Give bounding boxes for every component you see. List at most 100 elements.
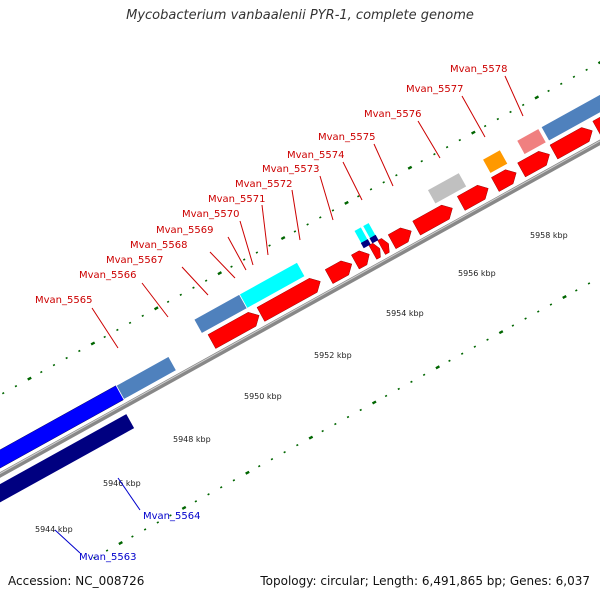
- tick-dot: [371, 400, 377, 405]
- tick-dot: [471, 130, 476, 135]
- tick-dot: [192, 286, 195, 289]
- gene-label: Mvan_5572: [235, 179, 292, 190]
- feature-block: [115, 355, 177, 401]
- gene-label: Mvan_5577: [406, 84, 463, 95]
- tick-label: 5952 kbp: [314, 351, 352, 360]
- cds-arrow-forward: [207, 312, 260, 349]
- tick-dot: [575, 289, 578, 292]
- tick-dot: [116, 328, 119, 332]
- tick-dot: [331, 209, 335, 212]
- tick-dot: [511, 324, 515, 327]
- tick-dot: [90, 341, 96, 346]
- tick-dot: [384, 394, 388, 398]
- tick-dot: [118, 541, 123, 546]
- label-leader: [239, 220, 254, 266]
- label-leader: [291, 189, 301, 241]
- tick-dot: [460, 352, 464, 355]
- tick-dot: [445, 145, 449, 149]
- tick-dot: [521, 103, 525, 107]
- cds-arrow-reverse: [0, 414, 135, 503]
- tick-dot: [344, 200, 349, 205]
- tick-dot: [280, 236, 286, 241]
- tick-dot: [194, 500, 198, 503]
- cds-arrow-forward: [351, 250, 370, 270]
- gene-label: Mvan_5575: [318, 132, 375, 143]
- gene-label: Mvan_5564: [143, 511, 200, 522]
- tick-dot: [204, 279, 208, 282]
- tick-dot: [217, 271, 223, 276]
- gene-label: Mvan_5578: [450, 64, 507, 75]
- feature-block: [540, 93, 600, 142]
- label-leader: [117, 477, 141, 511]
- tick-label: 5948 kbp: [173, 435, 211, 444]
- tick-dot: [156, 521, 160, 524]
- cds-arrow-forward: [491, 169, 517, 192]
- tick-dot: [407, 165, 413, 170]
- tick-dot: [14, 384, 18, 388]
- tick-dot: [547, 89, 550, 93]
- tick-dot: [587, 282, 591, 285]
- tick-dot: [473, 345, 477, 348]
- label-leader: [461, 95, 486, 138]
- gene-labels: Mvan_5563 Mvan_5564 Mvan_5565 Mvan_5566 Mvan…: [35, 64, 524, 563]
- tick-dot: [166, 300, 170, 303]
- tick-dot: [268, 244, 271, 247]
- gene-label: Mvan_5571: [208, 194, 265, 205]
- tick-dot: [306, 223, 309, 226]
- tick-dot: [103, 335, 106, 339]
- tick-label: 5958 kbp: [530, 231, 568, 240]
- label-leader: [181, 266, 209, 296]
- tick-dot: [283, 450, 286, 454]
- tick-dot: [448, 359, 451, 362]
- tick-dot: [207, 493, 210, 496]
- label-leader: [209, 251, 236, 279]
- gene-label: Mvan_5569: [156, 225, 213, 236]
- tick-dot: [78, 349, 81, 353]
- gene-label: Mvan_5576: [364, 109, 421, 120]
- tick-dot: [131, 535, 134, 538]
- gene-label: Mvan_5565: [35, 295, 92, 306]
- cds-arrow-forward: [456, 184, 489, 211]
- gene-label: Mvan_5573: [262, 164, 319, 175]
- gene-label: Mvan_5563: [79, 552, 136, 563]
- tick-dot: [143, 528, 147, 531]
- label-leader: [504, 75, 524, 117]
- tick-dot: [181, 505, 187, 510]
- cds-arrow-forward: [377, 238, 390, 255]
- label-leader: [319, 175, 334, 221]
- tick-dot: [397, 387, 401, 391]
- cds-arrow-forward: [324, 260, 353, 284]
- tick-dot: [270, 457, 274, 461]
- tick-label: 5954 kbp: [386, 309, 424, 318]
- tick-dot: [483, 124, 487, 128]
- tick-dot: [242, 258, 246, 261]
- backbone-highlight: [0, 140, 600, 475]
- label-leader: [417, 120, 441, 159]
- tick-dot: [319, 216, 322, 219]
- tick-dot: [219, 486, 223, 489]
- cds-arrow-forward: [256, 278, 321, 322]
- tick-dot: [153, 306, 159, 311]
- tick-dot: [257, 465, 261, 468]
- label-leader: [373, 143, 394, 187]
- feature-block: [481, 149, 509, 175]
- feature-block: [426, 172, 468, 205]
- tick-dot: [534, 95, 540, 100]
- tick-dot: [562, 294, 567, 300]
- cds-arrow-forward: [592, 116, 600, 135]
- tick-dot: [346, 415, 350, 419]
- tick-dot: [296, 443, 299, 447]
- tick-dot: [52, 363, 56, 367]
- tick-dot: [549, 303, 553, 306]
- tick-dot: [524, 317, 527, 320]
- backbone-line: [0, 139, 600, 478]
- tick-label: 5944 kbp: [35, 525, 73, 534]
- tick-dot: [382, 181, 385, 184]
- tick-dot: [410, 380, 413, 384]
- backbone: [0, 139, 600, 478]
- tick-dot: [141, 314, 144, 318]
- tick-dot: [93, 556, 96, 559]
- tick-dot: [255, 251, 259, 254]
- tick-dot: [458, 138, 462, 142]
